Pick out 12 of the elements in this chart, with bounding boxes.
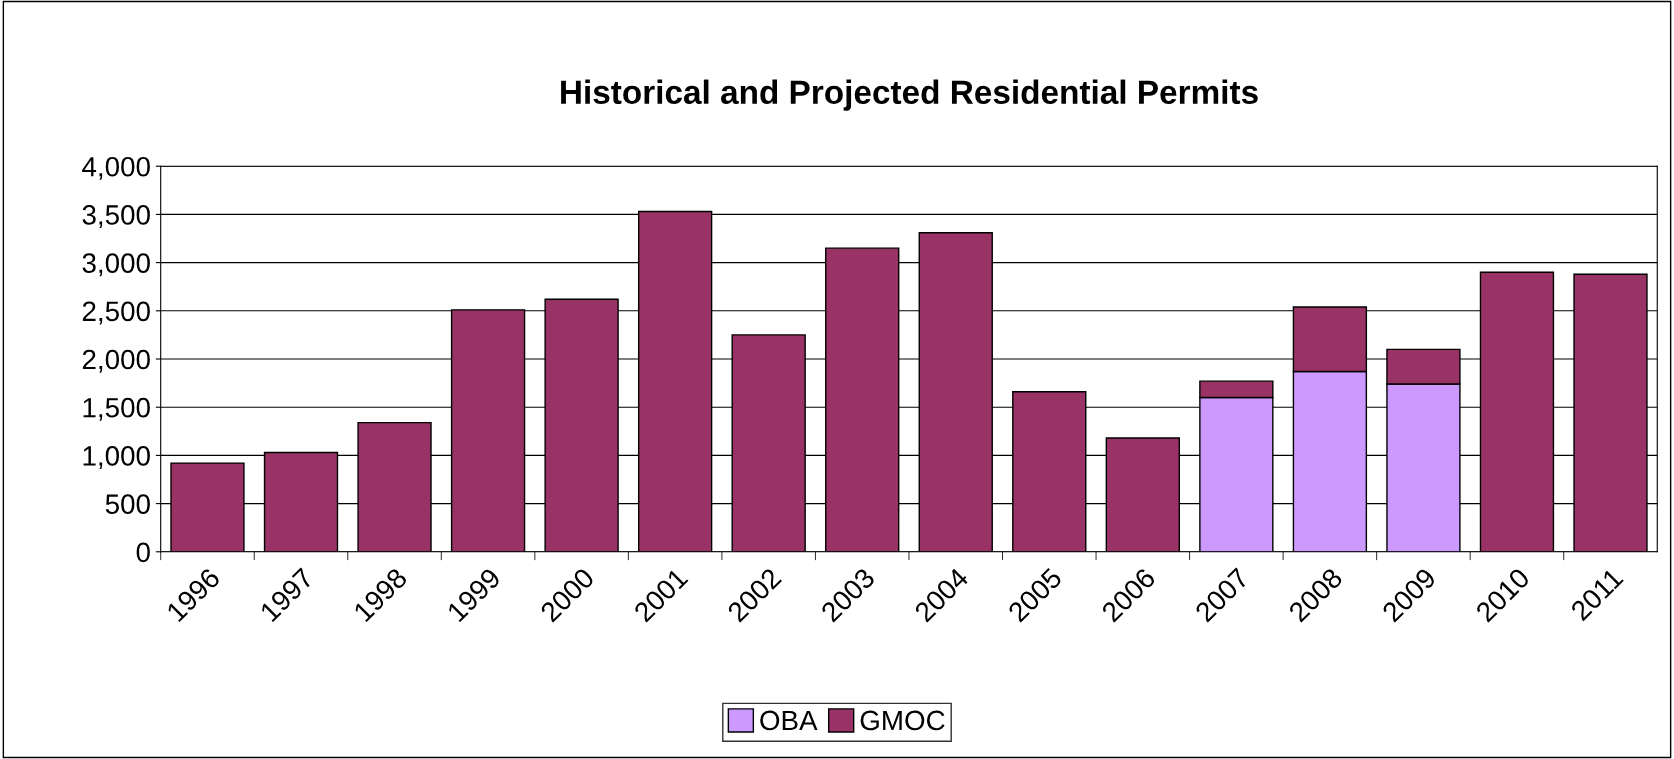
y-tick-label: 3,500 xyxy=(82,205,150,229)
y-tick-label: 0 xyxy=(136,542,150,563)
y-tick-label: 1,000 xyxy=(83,446,150,470)
y-tick-label: 1,500 xyxy=(83,397,150,421)
legend-label: GMOC xyxy=(860,710,945,731)
y-tick-label: 500 xyxy=(105,494,150,514)
legend-label: OBA xyxy=(760,710,818,731)
y-tick-label: 3,000 xyxy=(82,253,150,277)
y-tick-label: 4,000 xyxy=(82,156,150,180)
y-tick-label: 2,500 xyxy=(82,301,150,325)
chart-title: Historical and Projected Residential Permits xyxy=(561,79,1258,111)
y-tick-label: 2,000 xyxy=(82,349,150,373)
